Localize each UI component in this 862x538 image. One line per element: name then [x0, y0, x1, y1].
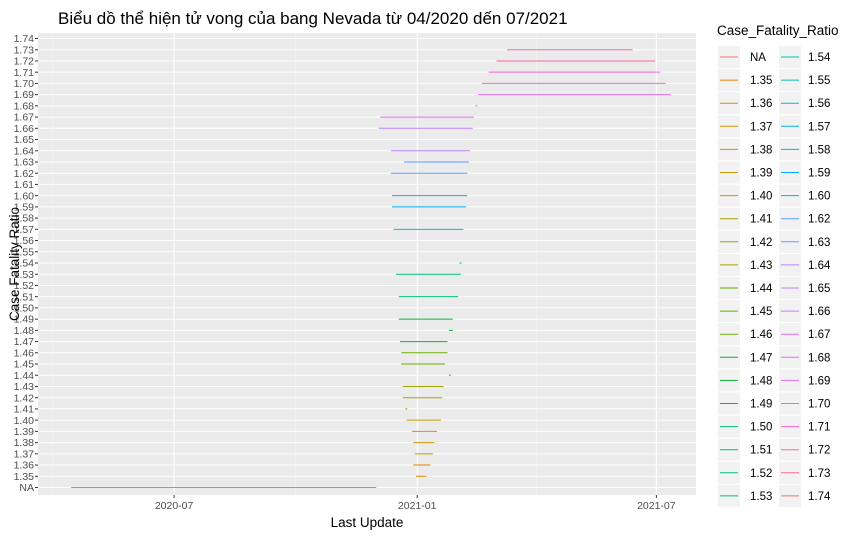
legend-label: 1.70	[808, 399, 830, 411]
y-tick-label: 1.67	[14, 112, 35, 124]
y-tick-label: 1.43	[14, 381, 35, 393]
y-axis-label: Case Fatality Ratio	[7, 207, 22, 321]
chart-title: Biểu dồ thể hiện tử vong của bang Nevada…	[58, 9, 568, 28]
y-tick-label: 1.72	[14, 56, 35, 68]
y-tick-label: 1.57	[14, 224, 35, 236]
y-tick-label: 1.56	[14, 235, 35, 247]
legend-label: 1.43	[750, 260, 772, 272]
x-axis-label: Last Update	[331, 515, 404, 530]
y-tick-label: 1.68	[14, 100, 35, 112]
legend-label: 1.48	[750, 375, 772, 387]
y-tick-label: 1.52	[14, 280, 35, 292]
legend-label: 1.71	[808, 422, 830, 434]
y-tick-label: 1.71	[14, 67, 35, 79]
legend-label: 1.69	[808, 375, 830, 387]
y-tick-label: 1.59	[14, 201, 35, 213]
y-tick-label: NA	[19, 482, 34, 494]
y-tick-label: 1.42	[14, 392, 35, 404]
y-tick-label: 1.54	[14, 258, 35, 270]
y-tick-label: 1.53	[14, 269, 35, 281]
y-tick-label: 1.37	[14, 448, 35, 460]
y-tick-label: 1.35	[14, 471, 35, 483]
data-lines	[71, 49, 671, 488]
legend-label: 1.59	[808, 168, 830, 180]
legend-label: NA	[750, 52, 766, 64]
legend-label: 1.38	[750, 144, 772, 156]
legend-label: 1.74	[808, 491, 831, 503]
legend-label: 1.56	[808, 98, 830, 110]
y-tick-label: 1.51	[14, 291, 35, 303]
legend-label: 1.35	[750, 75, 772, 87]
y-tick-label: 1.41	[14, 404, 35, 416]
y-tick-label: 1.40	[14, 415, 35, 427]
legend-label: 1.45	[750, 306, 772, 318]
legend-label: 1.47	[750, 352, 772, 364]
x-tick-label: 2021-01	[398, 500, 437, 512]
y-tick-label: 1.66	[14, 123, 35, 135]
y-axis-ticks: NA1.351.361.371.381.391.401.411.421.431.…	[14, 33, 38, 494]
legend-label: 1.41	[750, 214, 772, 226]
legend-label: 1.53	[750, 491, 772, 503]
legend-label: 1.36	[750, 98, 772, 110]
y-tick-label: 1.48	[14, 325, 35, 337]
legend-label: 1.52	[750, 468, 772, 480]
y-tick-label: 1.64	[14, 145, 35, 157]
y-tick-label: 1.58	[14, 213, 35, 225]
legend-label: 1.46	[750, 329, 772, 341]
x-tick-label: 2020-07	[155, 500, 194, 512]
y-tick-label: 1.45	[14, 359, 35, 371]
legend-label: 1.44	[750, 283, 773, 295]
y-tick-label: 1.36	[14, 460, 35, 472]
x-axis-ticks: 2020-07 2021-01 2021-07	[155, 495, 676, 512]
y-tick-label: 1.46	[14, 347, 35, 359]
y-tick-label: 1.47	[14, 336, 35, 348]
legend-label: 1.65	[808, 283, 830, 295]
legend-label: 1.49	[750, 399, 772, 411]
legend-label: 1.55	[808, 75, 830, 87]
y-tick-label: 1.73	[14, 44, 35, 56]
y-tick-label: 1.49	[14, 314, 35, 326]
y-tick-label: 1.63	[14, 157, 35, 169]
legend-label: 1.63	[808, 237, 830, 249]
y-tick-label: 1.60	[14, 190, 35, 202]
legend-title: Case_Fatality_Ratio	[717, 23, 839, 38]
y-tick-label: 1.50	[14, 303, 35, 315]
y-tick-label: 1.70	[14, 78, 35, 90]
y-tick-label: 1.65	[14, 134, 35, 146]
legend-label: 1.54	[808, 52, 831, 64]
y-tick-label: 1.38	[14, 437, 35, 449]
legend-label: 1.68	[808, 352, 830, 364]
legend-label: 1.64	[808, 260, 831, 272]
legend-label: 1.60	[808, 191, 830, 203]
legend-label: 1.58	[808, 144, 830, 156]
legend-label: 1.39	[750, 168, 772, 180]
y-tick-label: 1.44	[14, 370, 35, 382]
legend-label: 1.50	[750, 422, 772, 434]
plot-panel	[38, 33, 696, 495]
legend: NA 1.35 1.36 1.37 1.38 1.39 1.40 1.41 1.42 1.43 1.…	[718, 46, 831, 507]
legend-label: 1.72	[808, 445, 830, 457]
y-tick-label: 1.62	[14, 168, 35, 180]
legend-label: 1.37	[750, 121, 772, 133]
y-tick-label: 1.39	[14, 426, 35, 438]
legend-label: 1.62	[808, 214, 830, 226]
legend-label: 1.42	[750, 237, 772, 249]
legend-label: 1.40	[750, 191, 772, 203]
y-tick-label: 1.69	[14, 89, 35, 101]
legend-label: 1.67	[808, 329, 830, 341]
legend-label: 1.66	[808, 306, 830, 318]
y-tick-label: 1.61	[14, 179, 35, 191]
legend-label: 1.57	[808, 121, 830, 133]
legend-label: 1.51	[750, 445, 772, 457]
legend-label: 1.73	[808, 468, 830, 480]
y-tick-label: 1.55	[14, 246, 35, 258]
y-tick-label: 1.74	[14, 33, 35, 45]
x-tick-label: 2021-07	[637, 500, 676, 512]
